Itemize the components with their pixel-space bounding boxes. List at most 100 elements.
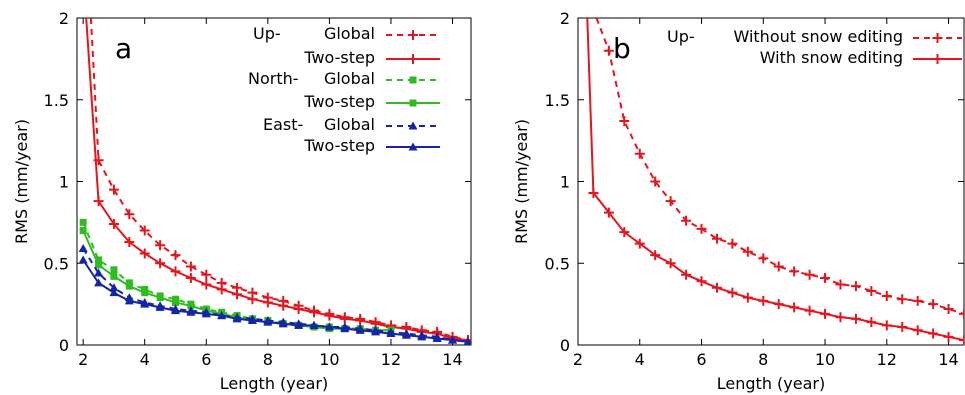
data-point <box>650 250 661 261</box>
x-tick-label: 6 <box>696 350 706 369</box>
data-point <box>928 299 939 310</box>
data-point <box>850 313 861 324</box>
data-point <box>278 300 289 311</box>
x-tick-label: 4 <box>140 350 150 369</box>
x-tick-label: 12 <box>877 350 897 369</box>
x-tick-label: 14 <box>442 350 462 369</box>
data-point <box>897 322 908 333</box>
data-point <box>201 279 212 290</box>
legend-marker <box>408 54 418 64</box>
legend-marker <box>408 142 418 151</box>
legend-marker <box>408 121 418 130</box>
data-point <box>866 286 877 297</box>
y-tick-label: 1.5 <box>545 91 570 110</box>
data-point <box>156 294 164 302</box>
data-point <box>93 196 104 207</box>
data-point <box>94 268 104 277</box>
series-5 <box>78 255 471 345</box>
data-point <box>928 328 939 339</box>
data-point <box>263 317 273 326</box>
x-tick-label: 4 <box>635 350 645 369</box>
panel-b: b Length (year) RMS (mm/year) 2 4 6 8 10 12 14… <box>512 9 965 393</box>
data-point <box>603 45 614 56</box>
legend-entry-without-snow-editing: Without snow editing <box>733 27 903 46</box>
ticks-a: 2 4 6 8 10 12 14 0 0.5 1 1.5 2 <box>44 9 471 369</box>
data-point <box>727 238 738 249</box>
data-point <box>108 219 119 230</box>
x-tick-label: 10 <box>815 350 835 369</box>
legend-marker <box>409 76 417 84</box>
data-point <box>186 307 196 316</box>
data-point <box>804 269 815 280</box>
y-axis-label-a: RMS (mm/year) <box>12 119 31 244</box>
data-point <box>155 240 166 251</box>
legend-entry-up-two-step: Two-step <box>303 48 375 67</box>
data-point <box>355 315 366 326</box>
data-point <box>108 184 119 195</box>
data-point <box>665 258 676 269</box>
legend-a: Up- Global Two-step North- Global Two-st… <box>248 24 440 155</box>
y-tick-label: 0.5 <box>44 254 69 273</box>
x-tick-label: 8 <box>758 350 768 369</box>
series-1 <box>586 18 964 345</box>
series-layer-b <box>586 18 964 345</box>
data-point <box>216 284 227 295</box>
data-point <box>820 272 831 283</box>
data-point <box>79 227 87 235</box>
data-point <box>171 306 180 315</box>
data-point <box>170 266 181 277</box>
ticks-b: 2 4 6 8 10 12 14 0 0.5 1 1.5 2 <box>545 9 964 369</box>
data-point <box>448 335 458 344</box>
legend-entry-east-global: Global <box>324 115 375 134</box>
legend-entry-north-two-step: Two-step <box>303 92 375 111</box>
data-point <box>324 322 334 331</box>
data-point <box>294 320 304 329</box>
data-point <box>94 278 104 287</box>
data-point <box>588 187 599 198</box>
data-point <box>850 281 861 292</box>
x-axis-label-b: Length (year) <box>717 374 825 393</box>
data-point <box>773 261 784 272</box>
data-point <box>881 320 892 331</box>
data-point <box>619 116 630 127</box>
x-tick-label: 2 <box>78 350 88 369</box>
data-point <box>124 236 135 247</box>
data-point <box>139 248 150 259</box>
data-point <box>141 289 149 297</box>
data-point <box>201 309 211 318</box>
data-point <box>278 319 288 328</box>
data-point <box>681 215 692 226</box>
y-tick-label: 1 <box>560 173 570 192</box>
x-tick-label: 14 <box>938 350 958 369</box>
data-point <box>185 261 196 272</box>
y-tick-label: 0 <box>59 336 69 355</box>
legend-entry-north-global: Global <box>324 69 375 88</box>
data-point <box>959 308 964 319</box>
data-point <box>155 302 165 311</box>
data-point <box>217 311 227 320</box>
data-point <box>881 290 892 301</box>
data-point <box>804 305 815 316</box>
data-point <box>125 282 133 290</box>
y-tick-label: 1 <box>59 173 69 192</box>
legend-entry-up-global: Global <box>324 24 375 43</box>
data-point <box>110 266 118 274</box>
data-point <box>696 276 707 287</box>
data-point <box>912 325 923 336</box>
data-point <box>262 297 273 308</box>
y-tick-label: 0.5 <box>545 254 570 273</box>
data-point <box>711 233 722 244</box>
x-tick-label: 10 <box>319 350 339 369</box>
data-point <box>634 148 645 159</box>
data-point <box>339 313 350 324</box>
data-point <box>866 317 877 328</box>
legend-b: Up- Without snow editing With snow editi… <box>667 27 962 67</box>
data-point <box>371 327 381 336</box>
y-tick-label: 2 <box>560 9 570 28</box>
series-0 <box>595 18 964 319</box>
data-point <box>95 261 103 269</box>
x-tick-label: 2 <box>573 350 583 369</box>
data-point <box>665 196 676 207</box>
legend-group-up-b: Up- <box>667 27 695 46</box>
